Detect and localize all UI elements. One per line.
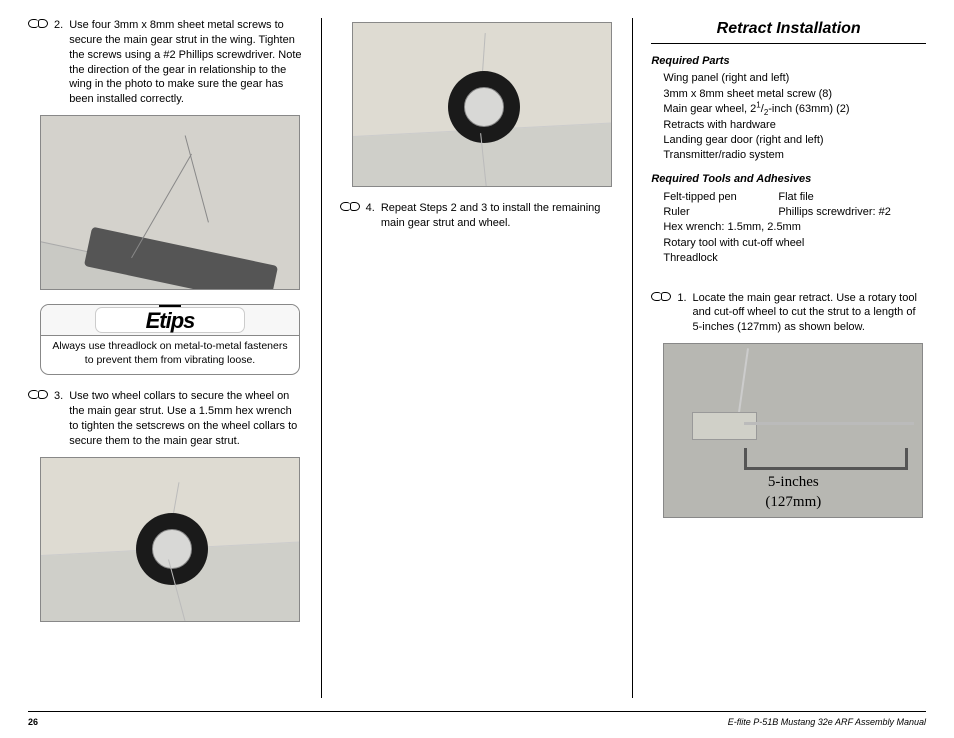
step-number: 4. bbox=[366, 201, 375, 231]
step-number: 1. bbox=[677, 291, 686, 336]
section-title-retract: Retract Installation bbox=[651, 18, 926, 44]
step-text: Locate the main gear retract. Use a rota… bbox=[693, 291, 926, 336]
required-tools-heading: Required Tools and Adhesives bbox=[651, 172, 926, 187]
step-4: 4. Repeat Steps 2 and 3 to install the r… bbox=[340, 201, 615, 231]
list-item: Ruler bbox=[663, 205, 778, 220]
list-item: Flat file bbox=[778, 190, 813, 205]
checkbox-pair bbox=[28, 389, 48, 448]
page-footer: 26 E-flite P-51B Mustang 32e ARF Assembl… bbox=[28, 711, 926, 728]
photo-wheel-collars bbox=[40, 457, 300, 622]
list-item: Main gear wheel, 21/2-inch (63mm) (2) bbox=[663, 102, 926, 117]
list-item: Transmitter/radio system bbox=[663, 148, 926, 163]
list-item: Hex wrench: 1.5mm, 2.5mm bbox=[663, 220, 926, 235]
required-tools-list: Felt-tipped penFlat file RulerPhillips s… bbox=[651, 190, 926, 275]
step-1-retract: 1. Locate the main gear retract. Use a r… bbox=[651, 291, 926, 336]
checkbox-pair bbox=[340, 201, 360, 231]
page-number: 26 bbox=[28, 716, 38, 728]
e-tips-text: Always use threadlock on metal-to-metal … bbox=[41, 336, 299, 374]
required-parts-heading: Required Parts bbox=[651, 54, 926, 69]
list-item: 3mm x 8mm sheet metal screw (8) bbox=[663, 87, 926, 102]
list-item: Rotary tool with cut-off wheel bbox=[663, 236, 926, 251]
list-item: Felt-tipped pen bbox=[663, 190, 778, 205]
photo-wheel-installed bbox=[352, 22, 612, 187]
step-text: Use four 3mm x 8mm sheet metal screws to… bbox=[69, 18, 302, 107]
list-item: Retracts with hardware bbox=[663, 118, 926, 133]
required-parts-list: Wing panel (right and left) 3mm x 8mm sh… bbox=[651, 71, 926, 171]
list-item: Phillips screwdriver: #2 bbox=[778, 205, 890, 220]
step-number: 2. bbox=[54, 18, 63, 107]
checkbox-pair bbox=[28, 18, 48, 107]
step-2: 2. Use four 3mm x 8mm sheet metal screws… bbox=[28, 18, 303, 107]
step-number: 3. bbox=[54, 389, 63, 448]
footer-title: E-flite P-51B Mustang 32e ARF Assembly M… bbox=[728, 716, 926, 728]
measurement-label-mm: (127mm) bbox=[664, 492, 922, 512]
step-text: Repeat Steps 2 and 3 to install the rema… bbox=[381, 201, 614, 231]
step-3: 3. Use two wheel collars to secure the w… bbox=[28, 389, 303, 448]
e-tips-logo: Etips bbox=[95, 307, 246, 333]
measurement-label: 5-inches bbox=[664, 472, 922, 492]
photo-wing-gear-install bbox=[40, 115, 300, 290]
list-item: Wing panel (right and left) bbox=[663, 71, 926, 86]
step-text: Use two wheel collars to secure the whee… bbox=[69, 389, 302, 448]
list-item: Threadlock bbox=[663, 251, 926, 266]
list-item: Landing gear door (right and left) bbox=[663, 133, 926, 148]
photo-retract-cut: 5-inches (127mm) bbox=[663, 343, 923, 518]
e-tips-callout: Etips Always use threadlock on metal-to-… bbox=[40, 304, 300, 375]
checkbox-pair bbox=[651, 291, 671, 336]
